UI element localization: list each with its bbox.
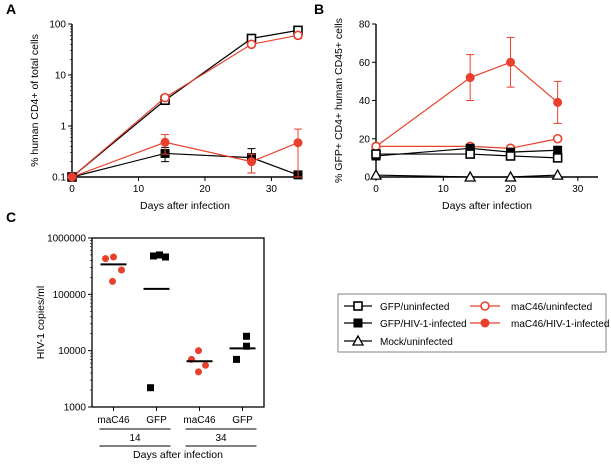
x-tick-label: 0 xyxy=(373,184,379,195)
point-GFP-14 xyxy=(162,253,169,261)
x-tick-label: 30 xyxy=(572,184,584,195)
legend-label-gfp-hiv: GFP/HIV-1-infected xyxy=(380,319,467,330)
point-gfp_uninf xyxy=(371,149,381,159)
day-group-label: 34 xyxy=(215,433,227,444)
legend: GFP/uninfected GFP/HIV-1-infected Mock/u… xyxy=(337,293,609,353)
point-mac46_hiv xyxy=(67,172,77,182)
point-GFP-34 xyxy=(233,355,240,363)
y-tick-label: 100000 xyxy=(53,290,87,301)
legend-label-gfp-uninfected: GFP/uninfected xyxy=(380,302,449,313)
y-tick-label: 100 xyxy=(49,20,66,31)
y-tick-label: 20 xyxy=(359,134,371,145)
y-axis-title: % human CD4+ of total cells xyxy=(29,34,41,167)
series-line-gfp_hiv xyxy=(71,152,299,178)
point-maC46-14 xyxy=(102,255,109,263)
series-line-mac46_hiv xyxy=(71,141,299,178)
point-mock xyxy=(369,168,383,180)
category-label: maC46 xyxy=(97,415,130,426)
x-tick-label: 10 xyxy=(133,184,145,195)
point-mac46_hiv xyxy=(160,137,170,147)
x-tick-label: 0 xyxy=(69,184,75,195)
chart-c: 1000 10000 100000 1000000 HIV-1 copies/ml maC… xyxy=(35,234,265,461)
point-GFP-14 xyxy=(147,384,154,392)
y-tick-label: 0 xyxy=(364,173,370,184)
y-tick-label: 60 xyxy=(359,58,371,69)
point-mock xyxy=(504,170,517,182)
point-maC46-34 xyxy=(202,361,209,369)
legend-frame xyxy=(337,293,607,353)
panel-label-a: A xyxy=(6,1,16,17)
point-mock xyxy=(551,168,564,180)
point-mac46_hiv xyxy=(246,157,256,167)
chart-b: 0 10 20 30 0 20 40 60 80 Days after infection % GF… xyxy=(333,18,598,212)
x-axis-title: Days after infection xyxy=(133,449,223,461)
point-maC46-14 xyxy=(110,253,117,261)
point-GFP-14 xyxy=(156,251,163,259)
plot-frame xyxy=(91,237,265,408)
point-mac46_hiv xyxy=(553,97,563,107)
legend-marker-mac46-uninfected xyxy=(480,301,490,311)
legend-label-mac46-uninfected: maC46/uninfected xyxy=(511,302,592,313)
point-maC46-14 xyxy=(109,277,116,285)
y-tick-label: 10 xyxy=(55,71,67,82)
point-mac46_uninf xyxy=(160,92,170,103)
series-line-gfp_hiv xyxy=(375,147,558,157)
point-maC46-34 xyxy=(195,368,202,376)
legend-marker-gfp-hiv xyxy=(353,318,363,328)
y-axis-title: % GFP+ CD4+ human CD45+ cells xyxy=(333,18,345,183)
legend-marker-mock xyxy=(351,334,365,346)
series-line-mock xyxy=(375,174,558,178)
legend-marker-gfp-uninfected xyxy=(353,301,363,311)
point-gfp_uninf xyxy=(552,153,563,163)
legend-marker-mac46-hiv xyxy=(480,318,490,328)
x-tick-label: 30 xyxy=(266,184,278,195)
point-gfp_uninf xyxy=(465,149,475,159)
y-axis-title: HIV-1 copies/ml xyxy=(35,286,47,360)
point-mac46_uninf xyxy=(293,30,303,41)
point-mac46_hiv xyxy=(293,138,303,148)
category-label: maC46 xyxy=(183,415,216,426)
y-tick-label: 1000000 xyxy=(47,234,86,245)
point-GFP-34 xyxy=(243,332,250,340)
y-tick-label: 80 xyxy=(359,20,371,31)
chart-a: 0 10 20 30 0.1 1 10 100 Days after infection % hu… xyxy=(29,20,303,212)
point-mac46_hiv xyxy=(465,73,475,83)
legend-label-mac46-hiv: maC46/HIV-1-infected xyxy=(511,319,609,330)
point-mock xyxy=(464,170,477,182)
category-label: GFP xyxy=(146,415,167,426)
series-line-mac46_uninf xyxy=(71,34,299,178)
series-line-mac46_uninf xyxy=(376,138,558,149)
series-line-gfp_uninf xyxy=(376,153,558,159)
point-mac46_uninf xyxy=(246,39,257,50)
point-mac46_uninf xyxy=(552,133,563,144)
x-tick-label: 10 xyxy=(438,184,450,195)
x-axis-title: Days after infection xyxy=(140,200,230,212)
point-gfp_uninf xyxy=(505,151,516,161)
legend-label-mock: Mock/uninfected xyxy=(380,337,453,348)
series-line-mac46_hiv xyxy=(375,61,559,147)
point-mac46_hiv xyxy=(506,57,516,67)
panel-label-b: B xyxy=(314,1,324,17)
series-line-gfp_uninf xyxy=(71,29,299,178)
y-tick-label: 0.1 xyxy=(52,173,66,184)
y-tick-label: 1 xyxy=(60,122,66,133)
y-tick-label: 1000 xyxy=(64,403,87,414)
point-maC46-14 xyxy=(118,266,125,274)
day-group-label: 14 xyxy=(129,433,141,444)
y-tick-label: 40 xyxy=(359,96,371,107)
panel-label-c: C xyxy=(6,209,16,225)
x-tick-label: 20 xyxy=(505,184,517,195)
y-tick-label: 10000 xyxy=(58,346,86,357)
point-gfp_hiv xyxy=(553,145,563,155)
point-mac46_uninf xyxy=(371,141,381,152)
point-GFP-14 xyxy=(150,252,157,260)
point-maC46-34 xyxy=(195,347,202,355)
x-axis-title: Days after infection xyxy=(442,200,532,212)
x-tick-label: 20 xyxy=(199,184,211,195)
category-label: GFP xyxy=(232,415,253,426)
